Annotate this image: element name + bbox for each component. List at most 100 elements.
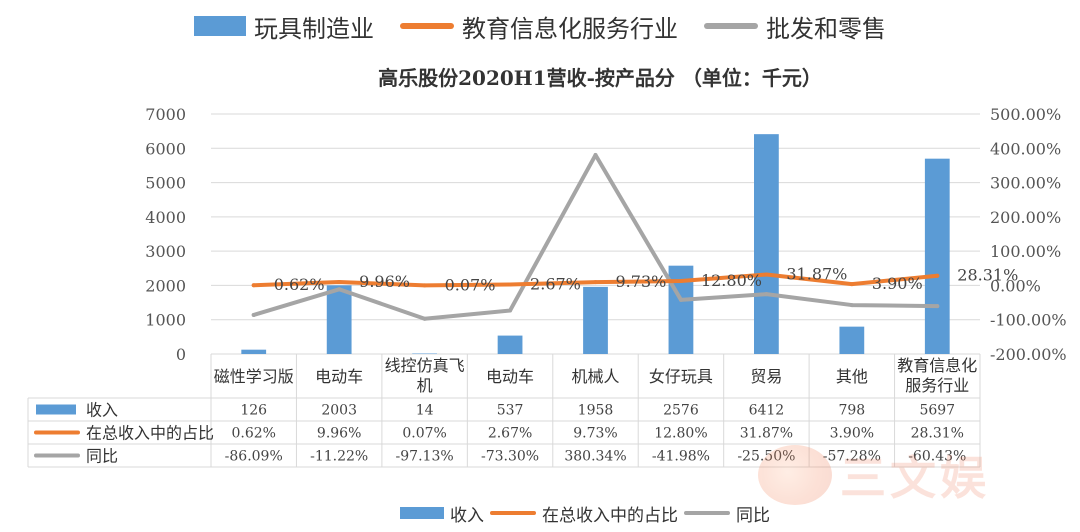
x-tick-label: 线控仿真飞 (385, 356, 465, 375)
data-label: 12.80% (701, 271, 762, 290)
line-point (337, 280, 342, 285)
line-point (678, 279, 683, 284)
y-left-tick-label: 6000 (145, 139, 186, 158)
line-point (849, 282, 854, 287)
table-cell: 9.73% (573, 426, 617, 442)
x-tick-label: 女仔玩具 (649, 367, 713, 386)
bar (753, 134, 779, 354)
line-point (251, 283, 256, 288)
line-point (422, 316, 427, 321)
table-cell: -11.22% (310, 449, 368, 465)
bar (241, 349, 267, 354)
table-cell: 798 (838, 403, 865, 419)
line-point (593, 280, 598, 285)
x-tick-label: 电动车 (486, 367, 534, 386)
legend-item-education-it: 教育信息化服务行业 (400, 9, 678, 44)
legend-label: 批发和零售 (766, 14, 886, 43)
x-tick-label: 机 (417, 376, 433, 395)
line-point (337, 287, 342, 292)
table-cell: 0.62% (231, 426, 275, 442)
table-cell: 380.34% (564, 449, 626, 465)
bar (839, 326, 865, 354)
table-cell: 6412 (749, 403, 785, 419)
y-right-tick-label: 400.00% (990, 139, 1061, 158)
data-label: 0.07% (445, 275, 496, 294)
chart-title: 高乐股份2020H1营收-按产品分 （单位：千元） (378, 66, 822, 90)
bar (924, 158, 950, 354)
y-right-tick-label: 500.00% (990, 105, 1061, 124)
y-left-tick-label: 1000 (145, 311, 186, 330)
line-point (764, 292, 769, 297)
y-left-tick-label: 4000 (145, 208, 186, 227)
line-point (935, 304, 940, 309)
table-cell: 2576 (663, 403, 699, 419)
legend-label: 教育信息化服务行业 (462, 14, 678, 43)
legend-swatch-line (684, 511, 730, 515)
data-label: 2.67% (530, 275, 581, 294)
x-tick-label: 其他 (836, 367, 868, 386)
line-point (251, 312, 256, 317)
legend-swatch-line (490, 511, 536, 515)
table-cell: 0.07% (402, 426, 446, 442)
bottom-legend: 收入 在总收入中的占比 同比 (0, 500, 1080, 526)
legend-swatch-bar (194, 16, 246, 36)
data-label: 0.62% (274, 275, 325, 294)
table-cell: 537 (497, 403, 524, 419)
table-cell: 5697 (919, 403, 955, 419)
line-point (678, 297, 683, 302)
table-row-label: 在总收入中的占比 (86, 424, 214, 443)
table-row-label: 收入 (86, 401, 118, 420)
legend-label: 同比 (736, 505, 770, 526)
table-cell: 3.90% (830, 426, 874, 442)
table-cell: 2.67% (488, 426, 532, 442)
line-point (593, 153, 598, 158)
table-cell: -25.50% (737, 449, 795, 465)
table-cell: 126 (240, 403, 267, 419)
y-left-tick-label: 0 (176, 345, 186, 364)
data-label: 3.90% (872, 274, 923, 293)
legend-swatch-line (704, 23, 758, 29)
table-row-label: 同比 (86, 447, 118, 466)
table-swatch-bar (36, 404, 76, 415)
legend-swatch-line (400, 23, 454, 29)
x-tick-label: 电动车 (315, 367, 363, 386)
line-point (764, 272, 769, 277)
bar (497, 335, 523, 354)
x-tick-label: 贸易 (750, 367, 782, 386)
y-left-tick-label: 7000 (145, 105, 186, 124)
y-right-tick-label: 0.00% (990, 276, 1041, 295)
data-label: 9.96% (359, 272, 410, 291)
table-cell: -73.30% (481, 449, 539, 465)
legend-swatch-bar (400, 507, 444, 519)
legend-label: 收入 (450, 505, 484, 526)
legend-label: 玩具制造业 (254, 14, 374, 43)
y-right-tick-label: 300.00% (990, 174, 1061, 193)
y-right-tick-label: 100.00% (990, 242, 1061, 261)
y-right-tick-label: -200.00% (990, 345, 1067, 364)
y-left-tick-label: 3000 (145, 242, 186, 261)
data-label: 28.31% (957, 266, 1018, 285)
table-cell: 28.31% (911, 426, 964, 442)
x-tick-label: 教育信息化 (897, 356, 977, 375)
x-tick-label: 服务行业 (905, 376, 969, 395)
table-cell: 14 (416, 403, 434, 419)
line-point (935, 273, 940, 278)
table-cell: -60.43% (908, 449, 966, 465)
table-cell: -41.98% (652, 449, 710, 465)
y-right-tick-label: -100.00% (990, 311, 1067, 330)
y-left-tick-label: 2000 (145, 276, 186, 295)
table-cell: 12.80% (654, 426, 707, 442)
legend-item-wholesale-retail: 批发和零售 (704, 9, 886, 44)
bar (583, 286, 608, 354)
line-point (422, 283, 427, 288)
line-point (508, 308, 513, 313)
legend-item-toy-manufacturing: 玩具制造业 (194, 9, 374, 44)
table-cell: 2003 (321, 403, 357, 419)
table-cell: 31.87% (740, 426, 793, 442)
top-legend: 玩具制造业 教育信息化服务行业 批发和零售 (0, 6, 1080, 46)
line-point (508, 282, 513, 287)
legend-label: 在总收入中的占比 (542, 505, 678, 526)
table-cell: 1958 (578, 403, 614, 419)
table-cell: -86.09% (225, 449, 283, 465)
